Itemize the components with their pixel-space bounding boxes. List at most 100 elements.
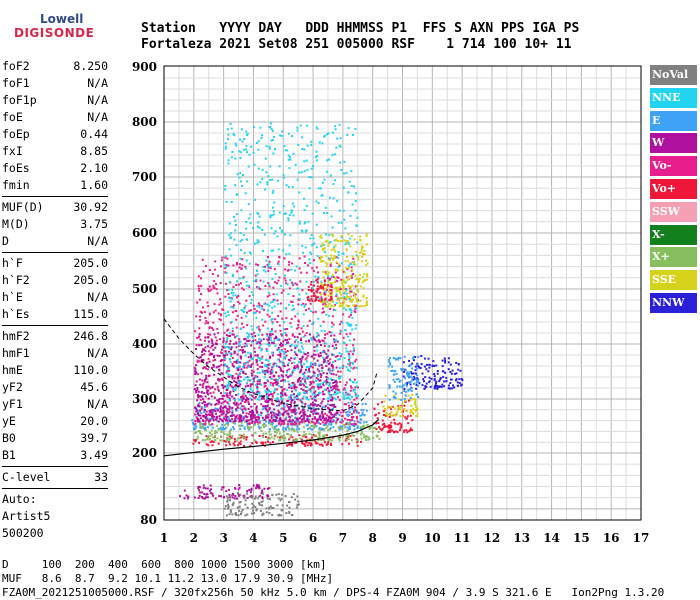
echo-point bbox=[326, 332, 329, 335]
echo-point bbox=[254, 421, 256, 424]
param-value: 1.60 bbox=[80, 178, 108, 192]
echo-point bbox=[257, 325, 260, 328]
echo-point bbox=[231, 289, 234, 292]
echo-point bbox=[290, 209, 293, 212]
echo-point bbox=[258, 371, 261, 374]
echo-point bbox=[346, 305, 349, 308]
echo-point bbox=[457, 362, 460, 365]
echo-point bbox=[319, 235, 322, 238]
echo-point bbox=[313, 363, 316, 366]
echo-point bbox=[290, 317, 293, 320]
echo-point bbox=[245, 315, 248, 318]
echo-point bbox=[247, 365, 250, 368]
echo-point bbox=[308, 340, 311, 343]
echo-point bbox=[204, 427, 207, 430]
echo-point bbox=[377, 412, 380, 415]
echo-point bbox=[206, 391, 209, 394]
echo-point bbox=[334, 128, 337, 131]
echo-point bbox=[338, 439, 341, 442]
echo-point bbox=[248, 422, 251, 425]
echo-point bbox=[313, 280, 316, 283]
echo-point bbox=[195, 364, 198, 367]
echo-point bbox=[278, 366, 281, 368]
echo-point bbox=[323, 439, 326, 442]
echo-point bbox=[271, 403, 274, 406]
echo-point bbox=[278, 348, 281, 351]
echo-point bbox=[285, 184, 288, 187]
echo-point bbox=[217, 388, 220, 391]
echo-point bbox=[407, 394, 410, 397]
echo-point bbox=[260, 347, 263, 350]
echo-point bbox=[250, 145, 253, 148]
echo-point bbox=[205, 320, 208, 323]
echo-point bbox=[254, 417, 257, 420]
echo-point bbox=[300, 171, 303, 174]
echo-point bbox=[201, 311, 204, 314]
echo-point bbox=[271, 312, 274, 315]
echo-point bbox=[277, 315, 280, 317]
echo-point bbox=[327, 441, 330, 443]
echo-point bbox=[280, 345, 283, 348]
echo-point bbox=[293, 366, 296, 369]
echo-point bbox=[282, 413, 285, 416]
echo-point bbox=[355, 278, 358, 281]
echo-point bbox=[247, 284, 250, 287]
echo-point bbox=[232, 427, 235, 430]
echo-point bbox=[253, 377, 256, 380]
echo-point bbox=[271, 354, 274, 357]
echo-point bbox=[272, 375, 275, 378]
echo-point bbox=[213, 415, 215, 418]
param-label: fxI bbox=[2, 144, 23, 158]
echo-point bbox=[195, 315, 198, 318]
echo-point bbox=[353, 366, 356, 369]
echo-point bbox=[304, 435, 307, 438]
echo-point bbox=[260, 383, 263, 386]
header-labels: Station YYYY DAY DDD HHMMSS P1 FFS S AXN… bbox=[141, 21, 580, 36]
echo-point bbox=[279, 285, 282, 287]
echo-point bbox=[307, 388, 310, 391]
echo-point bbox=[334, 125, 337, 128]
echo-point bbox=[263, 426, 265, 428]
echo-point bbox=[360, 431, 363, 434]
echo-point bbox=[247, 203, 250, 206]
echo-point bbox=[343, 280, 346, 283]
echo-point bbox=[292, 295, 295, 298]
legend-item-vo-: Vo- bbox=[650, 156, 697, 177]
echo-point bbox=[197, 487, 200, 490]
echo-point bbox=[307, 398, 310, 401]
echo-point bbox=[317, 378, 320, 381]
param-value: 3.49 bbox=[80, 448, 108, 462]
echo-point bbox=[354, 293, 357, 296]
echo-point bbox=[241, 258, 244, 261]
echo-point bbox=[266, 438, 269, 441]
echo-point bbox=[327, 416, 330, 419]
echo-point bbox=[298, 383, 301, 386]
echo-point bbox=[265, 416, 268, 419]
echo-point bbox=[302, 414, 304, 417]
echo-point bbox=[329, 404, 332, 407]
echo-point bbox=[294, 282, 297, 285]
echo-point bbox=[274, 419, 277, 422]
echo-point bbox=[270, 227, 273, 230]
echo-point bbox=[397, 404, 400, 407]
echo-point bbox=[343, 160, 346, 163]
x-tick-label: 11 bbox=[454, 531, 471, 545]
echo-point bbox=[264, 406, 267, 409]
echo-point bbox=[272, 384, 275, 387]
echo-point bbox=[216, 399, 219, 402]
echo-point bbox=[237, 514, 240, 517]
echo-point bbox=[250, 333, 253, 336]
echo-point bbox=[404, 416, 407, 419]
echo-point bbox=[303, 222, 306, 225]
echo-point bbox=[371, 430, 374, 433]
echo-point bbox=[341, 297, 344, 299]
echo-point bbox=[337, 377, 340, 380]
echo-point bbox=[248, 251, 251, 254]
echo-point bbox=[282, 404, 285, 406]
echo-point bbox=[263, 308, 265, 311]
echo-point bbox=[306, 297, 309, 299]
echo-point bbox=[299, 280, 302, 283]
echo-point bbox=[354, 209, 357, 212]
echo-point bbox=[219, 417, 222, 420]
echo-point bbox=[325, 356, 328, 359]
